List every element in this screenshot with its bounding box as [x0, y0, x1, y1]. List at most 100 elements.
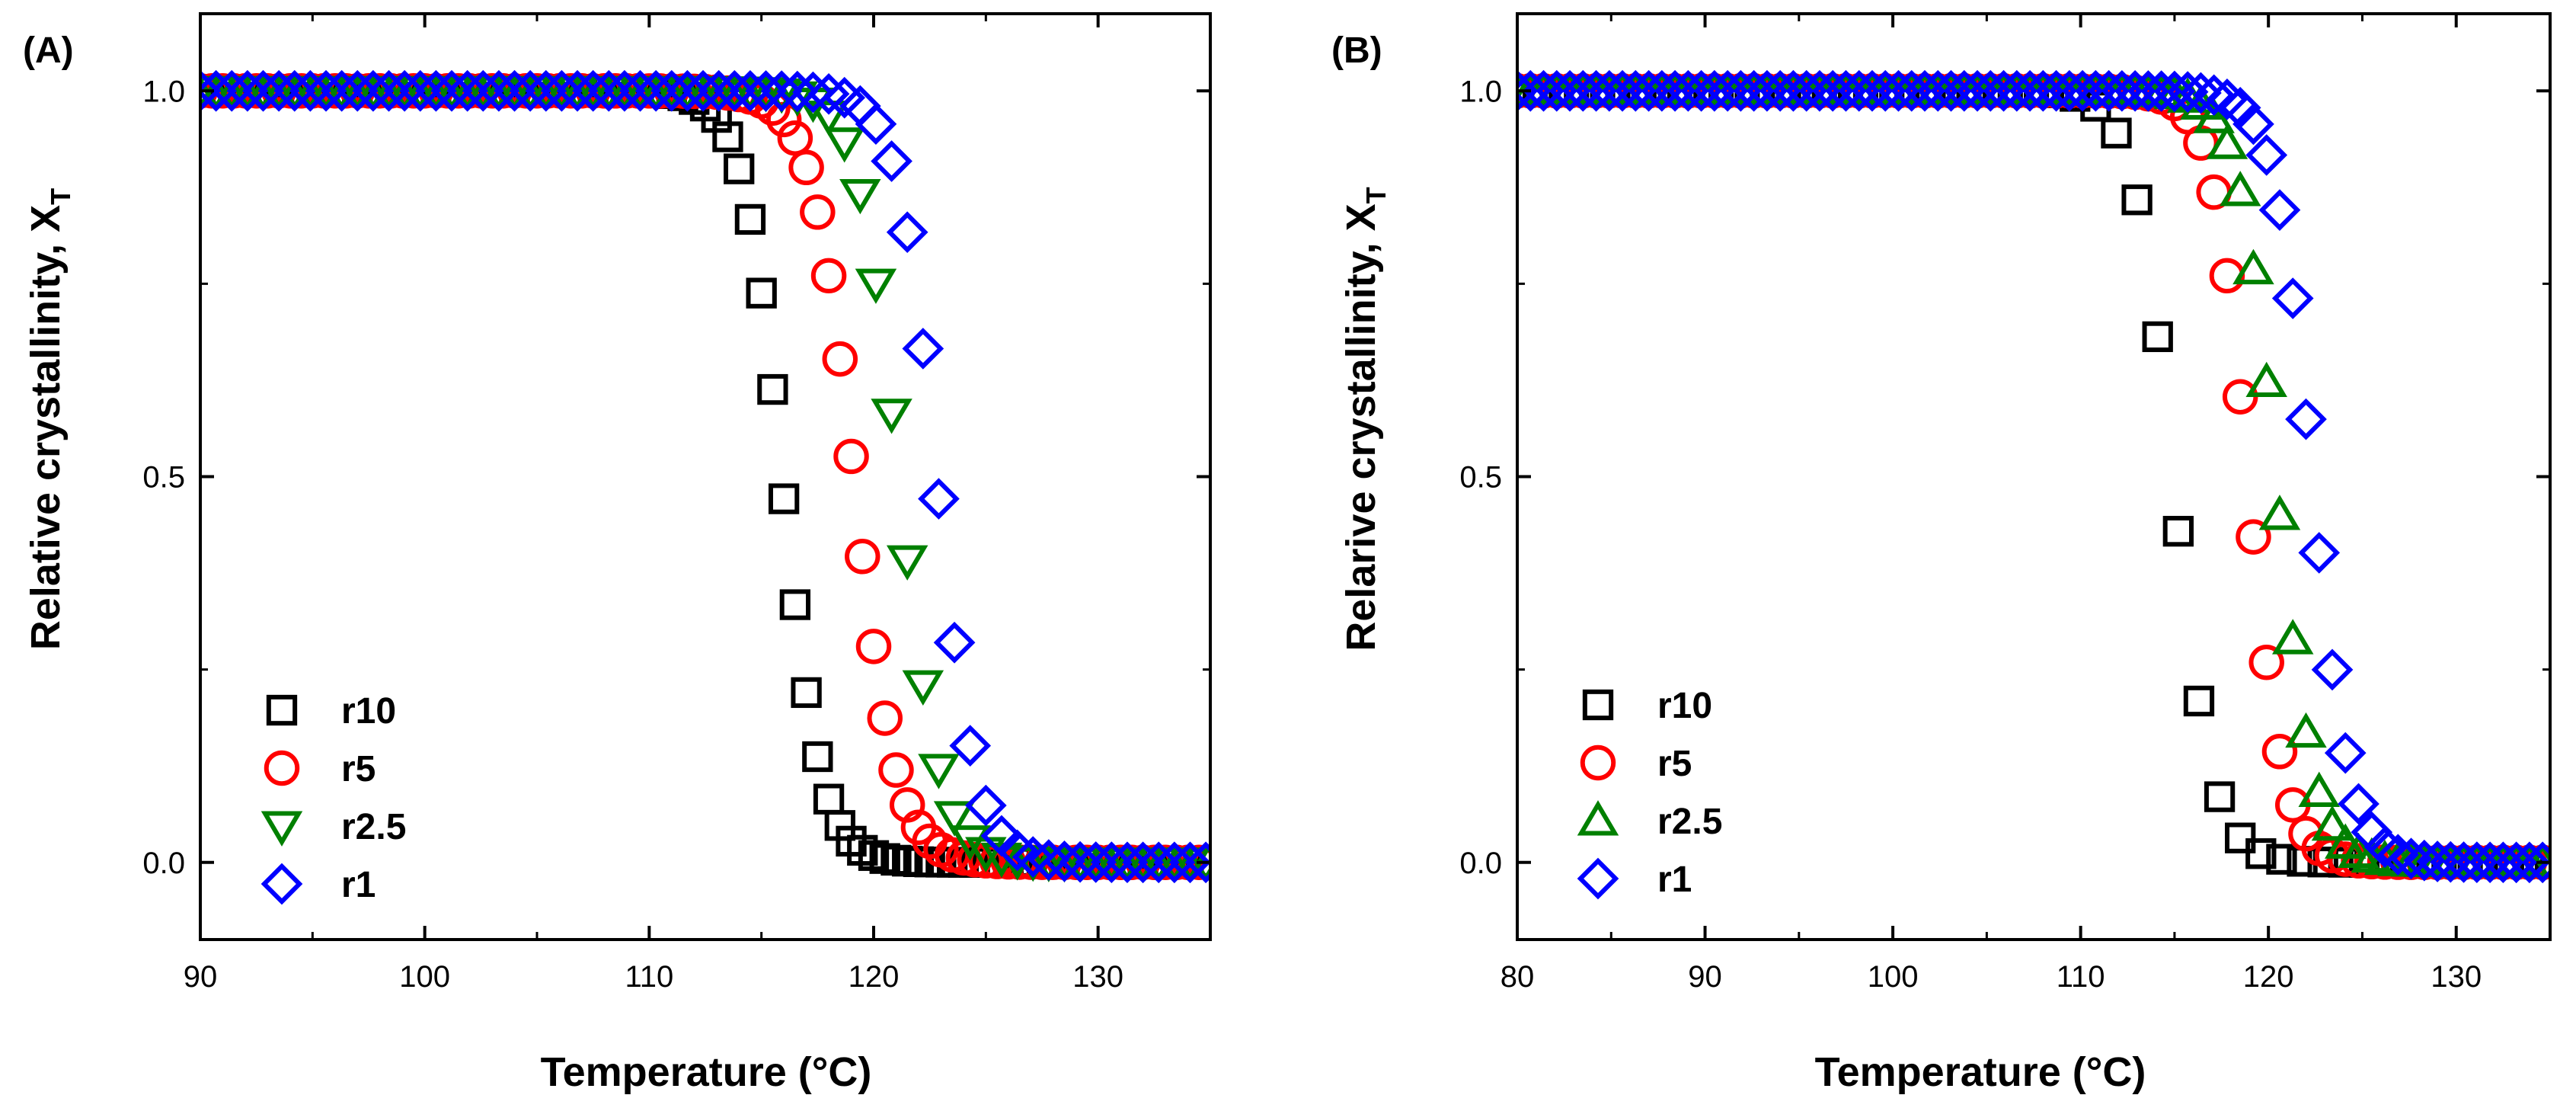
data-point-r1 — [682, 69, 724, 112]
data-point-r1 — [2311, 648, 2354, 691]
x-axis-title-a: Temperature (°C) — [541, 1049, 872, 1095]
x-tick-label: 100 — [1868, 960, 1919, 994]
data-point-r2.5 — [2271, 619, 2314, 655]
data-point-r1 — [1184, 841, 1210, 884]
data-point-r1 — [1044, 840, 1085, 882]
x-tick-label: 100 — [399, 960, 450, 994]
ticks-layer-b: 80 90 100 110 120 130 0.0 0.5 1.0 — [1459, 14, 2550, 994]
data-point-r10 — [2162, 515, 2194, 547]
data-point-r1 — [2376, 834, 2419, 876]
data-point-r1 — [2232, 103, 2274, 146]
data-point-r2.5 — [949, 825, 991, 861]
data-point-r2.5 — [933, 801, 976, 837]
plot-clip-a — [200, 69, 1210, 884]
data-point-r1 — [509, 69, 551, 112]
data-point-r5 — [2248, 645, 2284, 680]
data-point-r10 — [791, 677, 822, 709]
data-point-r1 — [1075, 841, 1117, 883]
data-point-r1 — [745, 70, 787, 112]
data-point-r2.5 — [760, 78, 803, 114]
data-point-r1 — [2285, 398, 2327, 440]
data-point-r1 — [415, 69, 457, 112]
y-axis-title-b-main: Relarive crystallinity, X — [1338, 203, 1384, 651]
data-point-r1 — [1122, 841, 1164, 884]
data-point-r2.5 — [2219, 171, 2261, 207]
plot-frame-a — [199, 12, 1212, 941]
x-tick-label: 90 — [1688, 960, 1722, 994]
data-point-r1 — [871, 140, 912, 182]
legend-a: r10 r5 r2.5 r1 — [260, 691, 406, 905]
data-point-r10 — [757, 373, 788, 405]
y-axis-title-a: Relative crystallinity, XT — [23, 188, 76, 650]
legend-marker-r5 — [264, 750, 300, 786]
data-point-r1 — [855, 103, 897, 146]
data-point-r1 — [698, 69, 740, 112]
data-point-r1 — [2298, 532, 2341, 574]
data-point-r1 — [541, 69, 583, 112]
data-point-r5 — [845, 539, 881, 575]
legend-marker-r10 — [266, 694, 298, 726]
legend-item-r10: r10 — [266, 691, 396, 732]
data-point-r1 — [556, 69, 599, 112]
data-point-r10 — [2225, 822, 2256, 853]
data-point-r1 — [446, 69, 488, 112]
x-tick-label: 130 — [2431, 960, 2482, 994]
data-point-r2.5 — [2245, 361, 2287, 398]
panel-label-a: (A) — [23, 30, 74, 71]
data-point-r10 — [768, 483, 800, 514]
data-point-r1 — [494, 69, 535, 112]
x-tick-label: 110 — [2057, 960, 2105, 994]
legend-item-r1: r1 — [260, 863, 376, 905]
data-point-r10 — [2266, 844, 2297, 875]
data-point-r1 — [2140, 70, 2182, 112]
data-point-r1 — [760, 70, 803, 112]
data-point-r1 — [1169, 841, 1210, 884]
data-point-r10 — [712, 121, 743, 152]
data-point-r1 — [1091, 841, 1133, 883]
legend-b: r10 r5 r2.5 r1 — [1577, 686, 1722, 900]
data-point-r10 — [2183, 685, 2215, 717]
data-point-r2.5 — [1184, 847, 1210, 883]
data-point-r1 — [242, 69, 284, 112]
data-point-r2.5 — [918, 754, 960, 789]
data-point-r1 — [2416, 840, 2459, 882]
data-point-r10 — [2121, 184, 2153, 216]
data-point-r5 — [855, 629, 892, 664]
data-point-r1 — [650, 69, 693, 112]
data-point-r5 — [2236, 519, 2271, 555]
data-point-r10 — [802, 741, 833, 773]
data-point-r10 — [2142, 321, 2173, 353]
legend-marker-r2.5 — [260, 811, 303, 847]
series-r1 — [1517, 69, 2550, 884]
data-point-r1 — [289, 69, 331, 112]
legend-item-r10: r10 — [1582, 686, 1712, 726]
legend-item-r1: r1 — [1577, 857, 1692, 900]
data-point-r5 — [833, 438, 869, 475]
data-point-r1 — [572, 69, 615, 112]
data-point-r10 — [813, 783, 845, 815]
data-point-r1 — [964, 784, 1007, 827]
data-point-r2.5 — [2285, 712, 2327, 748]
data-point-r5 — [810, 258, 847, 294]
legend-label-r5: r5 — [341, 749, 376, 789]
data-point-r5 — [822, 341, 858, 377]
legend-marker-r10 — [1582, 689, 1614, 721]
data-point-r1 — [462, 69, 504, 112]
data-point-r2.5 — [2232, 248, 2274, 285]
data-point-r1 — [525, 69, 567, 112]
legend-label-r1: r1 — [341, 865, 376, 905]
data-point-r2.5 — [2206, 123, 2248, 159]
data-point-r1 — [257, 69, 300, 112]
legend-label-r2.5: r2.5 — [341, 807, 406, 847]
x-tick-label: 90 — [184, 960, 218, 994]
data-point-r1 — [2180, 72, 2222, 114]
data-point-r1 — [210, 69, 253, 112]
series-r1 — [200, 69, 1210, 884]
y-axis-title-b-sub: T — [1360, 187, 1392, 203]
data-point-r1 — [776, 70, 819, 113]
legend-marker-r2.5 — [1577, 800, 1619, 836]
data-point-r2.5 — [855, 268, 897, 304]
y-tick-label: 0.5 — [1459, 461, 1502, 495]
data-point-r1 — [399, 69, 442, 112]
